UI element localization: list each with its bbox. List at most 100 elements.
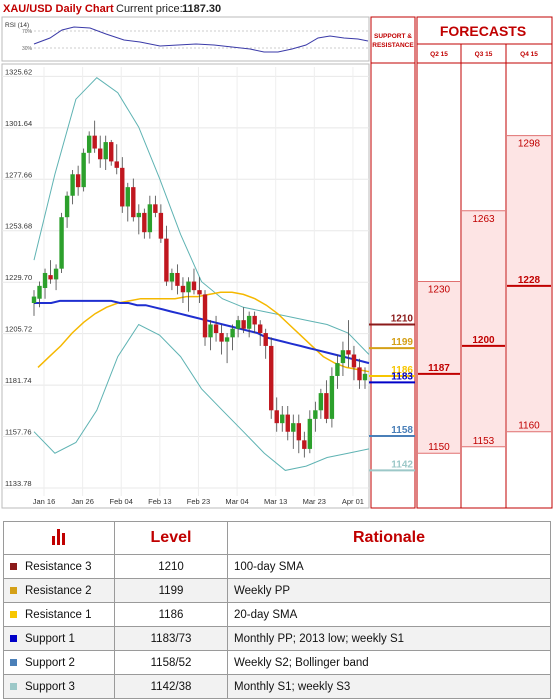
- x-tick-label: Feb 13: [148, 497, 171, 506]
- candle-body: [53, 268, 59, 280]
- x-tick-label: Feb 04: [110, 497, 133, 506]
- level-header: Level: [114, 521, 228, 555]
- sr-label: 1199: [391, 337, 413, 348]
- candle-body: [169, 272, 175, 282]
- table-row: Support 1 1183/73 Monthly PP; 2013 low; we…: [3, 626, 551, 651]
- forecast-range: [418, 281, 460, 454]
- candle-body: [75, 174, 81, 188]
- candle-body: [307, 418, 313, 449]
- forecast-mid-label: 1187: [428, 363, 450, 374]
- sr-label: 1210: [391, 313, 414, 324]
- candle-body: [280, 414, 285, 424]
- sr-header-line-1: SUPPORT &: [374, 33, 412, 40]
- candle-body: [180, 285, 186, 293]
- candle-body: [346, 350, 351, 355]
- candle-body: [340, 350, 346, 364]
- levels-table: Level Rationale Resistance 3 1210 100-day …: [3, 521, 551, 699]
- candle-body: [335, 363, 340, 376]
- level-value: 1186: [114, 602, 228, 627]
- candle-body: [186, 281, 191, 293]
- level-name: Support 3: [3, 674, 115, 699]
- level-name-text: Resistance 3: [25, 560, 92, 573]
- candle-body: [64, 195, 70, 218]
- level-name-text: Support 1: [25, 632, 75, 645]
- candle-body: [257, 324, 263, 334]
- forecast-low-label: 1153: [473, 436, 495, 447]
- level-color-swatch: [10, 610, 17, 618]
- chart-title: XAU/USD Daily Chart: [3, 3, 114, 15]
- forecast-range: [462, 210, 505, 447]
- sma-100-line: [34, 299, 370, 365]
- forecast-column-header: Q4 15: [520, 51, 538, 58]
- y-tick-label: 1133.78: [5, 479, 32, 488]
- candle-body: [191, 281, 197, 291]
- forecast-mid-label: 1228: [518, 275, 541, 286]
- candle-body: [136, 212, 142, 218]
- sr-label: 1142: [391, 459, 413, 470]
- level-rationale: Monthly S1; weekly S3: [227, 674, 551, 699]
- table-row: Resistance 1 1186 20-day SMA: [3, 602, 551, 627]
- level-rationale: Monthly PP; 2013 low; weekly S1: [227, 626, 551, 651]
- candle-body: [175, 272, 180, 286]
- candle-body: [37, 285, 42, 299]
- level-rationale: Weekly PP: [227, 578, 551, 603]
- candle-body: [48, 275, 53, 280]
- x-tick-label: Feb 23: [187, 497, 210, 506]
- candle-body: [147, 204, 153, 233]
- candle-body: [285, 414, 290, 432]
- y-tick-label: 1157.76: [5, 428, 32, 437]
- x-tick-label: Mar 13: [264, 497, 287, 506]
- table-row: Support 2 1158/52 Weekly S2; Bollinger ban…: [3, 650, 551, 675]
- sr-label: 1158: [391, 425, 413, 436]
- forecast-title: FORECASTS: [440, 23, 526, 39]
- level-value: 1142/38: [114, 674, 228, 699]
- candle-body: [351, 354, 357, 368]
- x-tick-label: Apr 01: [342, 497, 364, 506]
- bollinger-lower-line: [33, 323, 370, 471]
- candle-body: [158, 212, 164, 239]
- rsi-level-30: 30%: [22, 46, 33, 52]
- sr-label: 1186: [391, 365, 413, 376]
- y-tick-label: 1205.72: [5, 325, 32, 334]
- candle-body: [362, 373, 368, 381]
- forecast-mid-label: 1200: [472, 335, 495, 346]
- candles: [31, 120, 368, 458]
- candle-body: [92, 135, 97, 149]
- level-color-swatch: [10, 634, 17, 642]
- candle-body: [213, 324, 219, 334]
- level-value: 1158/52: [114, 650, 228, 675]
- candle-body: [252, 315, 257, 325]
- candle-body: [42, 272, 48, 288]
- candle-body: [291, 423, 296, 432]
- forecast-column-header: Q2 15: [430, 51, 448, 58]
- level-color-swatch: [10, 682, 17, 690]
- candle-body: [219, 333, 224, 342]
- level-rationale: 20-day SMA: [227, 602, 551, 627]
- x-tick-label: Jan 26: [71, 497, 94, 506]
- level-name: Resistance 2: [3, 578, 115, 603]
- bar-chart-icon: [52, 528, 65, 545]
- candle-body: [98, 148, 103, 160]
- rationale-header: Rationale: [227, 521, 551, 555]
- price-label: Current price:: [116, 3, 183, 15]
- level-name: Resistance 3: [3, 554, 115, 579]
- candle-body: [302, 440, 307, 449]
- forecast-high-label: 1298: [518, 139, 541, 150]
- level-name-text: Resistance 2: [25, 584, 92, 597]
- forecast-range: [507, 135, 551, 432]
- level-color-swatch: [10, 562, 17, 570]
- level-value: 1210: [114, 554, 228, 579]
- candle-body: [246, 315, 252, 329]
- level-name: Support 1: [3, 626, 115, 651]
- candle-body: [59, 217, 64, 269]
- y-tick-label: 1253.68: [5, 222, 32, 231]
- forecast-column-header: Q3 15: [475, 51, 493, 58]
- candle-body: [357, 367, 362, 381]
- candle-body: [202, 294, 208, 338]
- candle-body: [164, 238, 169, 282]
- candle-body: [142, 212, 147, 233]
- candle-body: [81, 152, 86, 188]
- candle-body: [125, 187, 130, 207]
- level-rationale: Weekly S2; Bollinger band: [227, 650, 551, 675]
